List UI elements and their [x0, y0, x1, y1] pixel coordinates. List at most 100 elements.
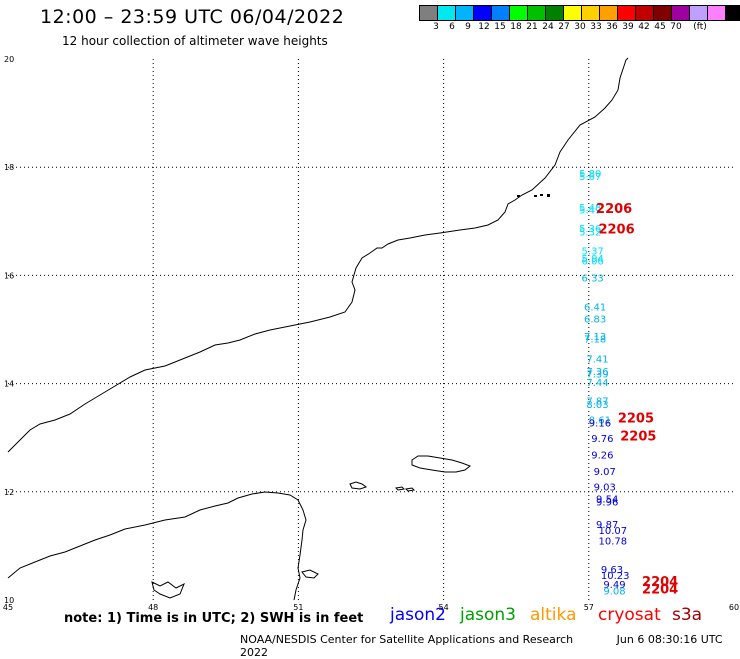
color-legend: 3 6 9 12 15 18 21 24 27 30 33 36 39 42 45 70 (ft): [419, 5, 740, 32]
wave-height-label: 5.48: [579, 203, 601, 214]
wave-height-label: 7.18: [584, 334, 606, 345]
legend-label: 12: [478, 22, 490, 32]
wave-height-label: 9.26: [591, 450, 613, 461]
lat-tick-label: 10: [4, 596, 14, 605]
pass-time-label: 2204: [642, 583, 678, 598]
lat-tick-label: 14: [4, 380, 14, 389]
mission-altika: altika: [530, 605, 577, 625]
footer-note: note: 1) Time is in UTC; 2) SWH is in fe…: [64, 611, 364, 626]
wave-height-label: 7.13: [584, 332, 606, 343]
wave-height-label: 8.03: [586, 400, 608, 411]
wave-height-label: 7.36: [586, 367, 608, 378]
wave-height-label: 5.94: [582, 254, 604, 265]
pass-time-label: 2205: [618, 412, 654, 427]
wave-height-label: 9.07: [594, 467, 616, 478]
kuria-muria-islands: [517, 194, 550, 197]
somali-coastline: [7, 491, 307, 601]
credit-text: NOAA/NESDIS Center for Satellite Applica…: [240, 633, 574, 646]
legend-label: 30: [574, 22, 586, 32]
axis-labels: 45 48 51 54 57 60 20 18 16 14 12 10: [3, 55, 739, 612]
pass-time-label: 2206: [598, 223, 634, 238]
lon-tick-label: 60: [729, 603, 739, 612]
wave-height-label: 9.76: [591, 434, 613, 445]
wave-height-label: 9.63: [601, 565, 623, 576]
legend-label: 42: [638, 22, 650, 32]
legend-swatch: [725, 5, 740, 21]
islet-dot: [547, 194, 550, 197]
legend-label: 70: [670, 22, 682, 32]
credit-line: NOAA/NESDIS Center for Satellite Applica…: [240, 633, 740, 659]
wave-height-label: 9.49: [603, 580, 625, 591]
legend-label: 33: [590, 22, 602, 32]
islet-dot: [534, 195, 537, 197]
wave-height-label: 9.54: [596, 495, 618, 506]
map-title: 12:00 – 23:59 UTC 06/04/2022: [40, 6, 345, 28]
socotra-island: [411, 455, 471, 473]
legend-label: 45: [654, 22, 666, 32]
map-subtitle: 12 hour collection of altimeter wave hei…: [62, 34, 328, 48]
wave-height-label: 9.08: [603, 587, 625, 598]
lon-tick-label: 51: [293, 603, 303, 612]
legend-label: 18: [510, 22, 522, 32]
wave-height-label: 7.44: [586, 378, 608, 389]
coastline: [7, 57, 629, 601]
lat-tick-label: 12: [4, 488, 14, 497]
coastal-islets: [151, 581, 185, 599]
wave-height-label: 8.61: [589, 416, 611, 427]
lon-tick-label: 48: [148, 603, 158, 612]
wave-height-label: 5.32: [579, 227, 601, 238]
hafun-peninsula: [301, 569, 319, 579]
brothers-island-1: [394, 486, 406, 491]
legend-label: 27: [558, 22, 570, 32]
pass-time-label: 2206: [596, 202, 632, 217]
wave-height-label: 5.36: [579, 224, 601, 235]
pass-time-label: 2204: [642, 575, 678, 590]
wave-height-label: 10.23: [601, 571, 630, 582]
wave-height-label: 7.41: [586, 355, 608, 366]
legend-label: 6: [449, 22, 455, 32]
wave-height-label: 9.16: [589, 418, 611, 429]
wave-height-label: 9.87: [596, 520, 618, 531]
legend-label: 9: [465, 22, 471, 32]
wave-height-label: 7.87: [586, 397, 608, 408]
pass-time-label: 2205: [620, 429, 656, 444]
lon-tick-label: 57: [584, 603, 594, 612]
abd-al-kuri-island: [349, 481, 368, 490]
legend-label: 39: [622, 22, 634, 32]
islet-dot: [540, 194, 543, 196]
arabian-coastline: [7, 57, 629, 453]
legend-label: 3: [433, 22, 439, 32]
wave-height-label: 6.33: [582, 273, 604, 284]
lat-tick-label: 20: [4, 55, 14, 64]
wave-height-label: 5.49: [579, 206, 601, 217]
legend-label: 15: [494, 22, 506, 32]
legend-label: 24: [542, 22, 554, 32]
lon-tick-label: 54: [439, 603, 449, 612]
wave-height-label: 7.39: [586, 370, 608, 381]
legend-label: 21: [526, 22, 538, 32]
wave-height-label: 10.78: [598, 536, 627, 547]
wave-height-label: 9.96: [596, 497, 618, 508]
lat-tick-label: 18: [4, 163, 14, 172]
legend-label: 36: [606, 22, 618, 32]
wave-height-label: 5.37: [582, 246, 604, 257]
mission-jason2: jason2: [390, 605, 446, 625]
wave-height-label: 10.07: [598, 526, 627, 537]
legend-label: (ft): [693, 22, 707, 32]
lat-lon-grid: [8, 59, 734, 600]
islet-dot: [517, 195, 520, 197]
wave-height-label: 5.67: [579, 172, 601, 183]
legend-swatches: [419, 5, 740, 21]
lon-tick-label: 45: [3, 603, 13, 612]
mission-jason3: jason3: [460, 605, 516, 625]
mission-s3a: s3a: [672, 605, 703, 625]
wave-height-label: 6.41: [584, 303, 606, 314]
wave-height-label: 5.80: [579, 169, 601, 180]
lat-tick-label: 16: [4, 271, 14, 280]
wave-observations: 5.805.67 5.485.49 5.365.32 5.375.946.06 6.33…: [579, 169, 629, 598]
legend-labels: 3 6 9 12 15 18 21 24 27 30 33 36 39 42 45 70 (ft): [420, 22, 740, 36]
brothers-island-2: [404, 487, 416, 492]
wave-height-label: 9.03: [594, 483, 616, 494]
